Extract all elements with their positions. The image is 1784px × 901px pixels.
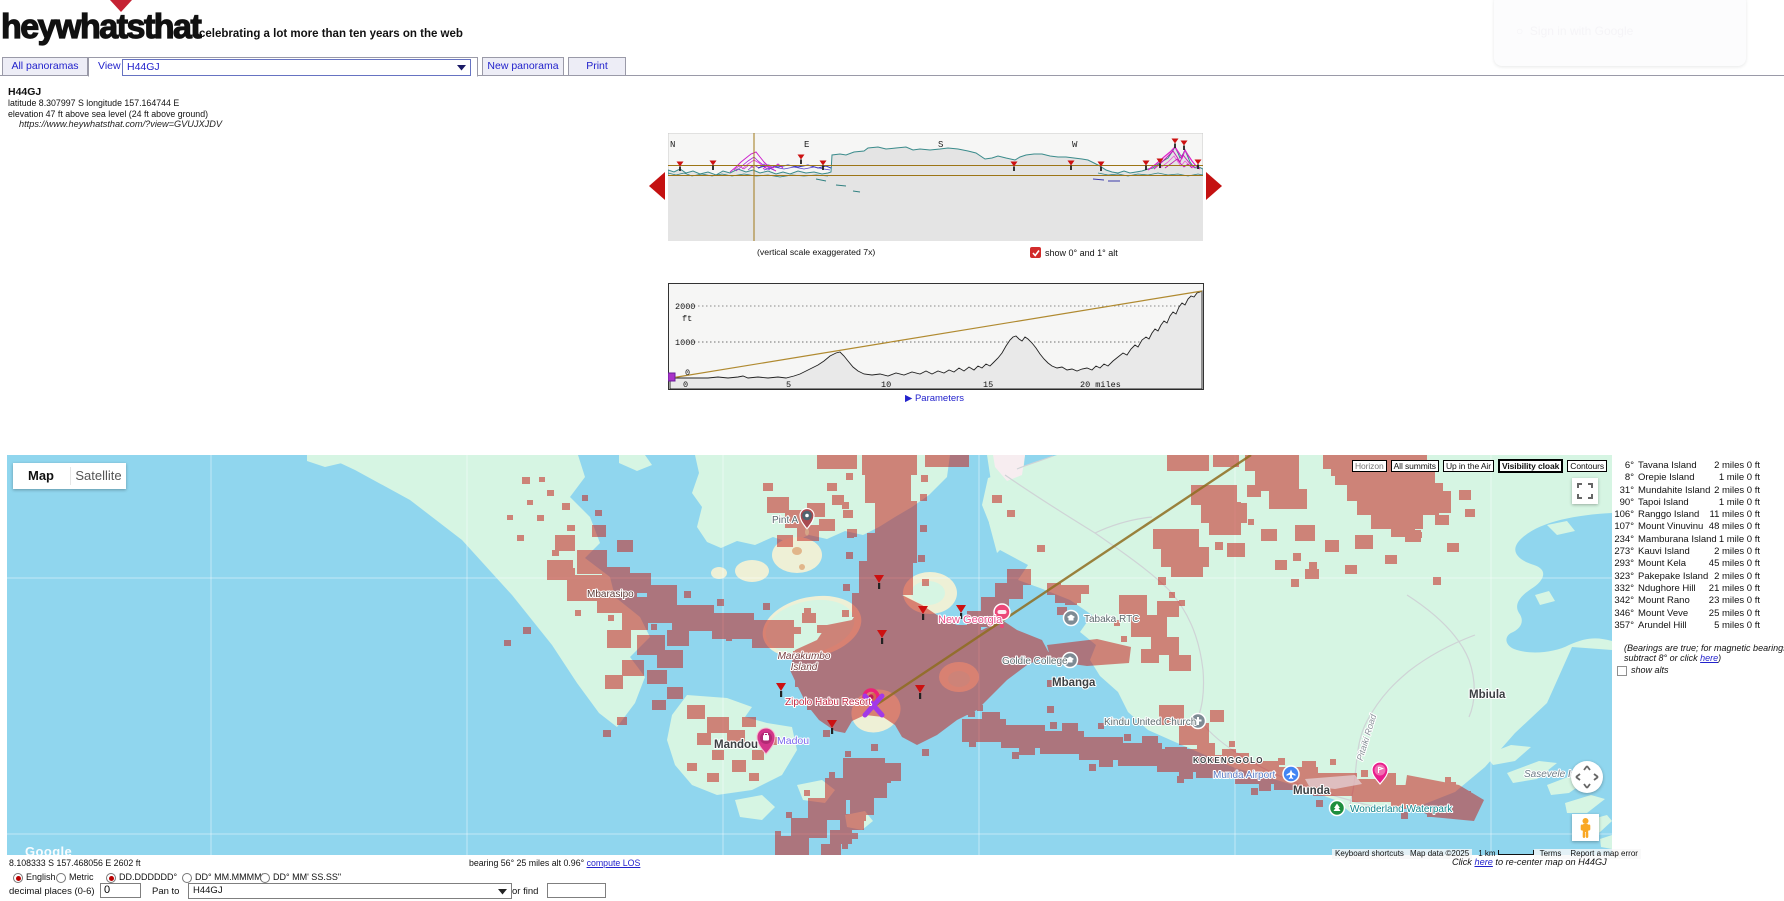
svg-text:20 miles: 20 miles: [1080, 380, 1121, 390]
svg-text:ft: ft: [682, 314, 692, 324]
svg-text:Mbanga: Mbanga: [1052, 677, 1096, 689]
svg-text:S: S: [938, 140, 943, 150]
svg-text:New Georgia: New Georgia: [938, 614, 1003, 626]
svg-text:KOKENGGOLO: KOKENGGOLO: [1193, 756, 1264, 765]
svg-text:Munda: Munda: [1293, 785, 1331, 797]
svg-text:1000: 1000: [675, 338, 695, 348]
svg-text:2000: 2000: [675, 302, 695, 312]
svg-text:Wonderland Waterpark: Wonderland Waterpark: [1350, 804, 1453, 815]
svg-text:10: 10: [881, 380, 891, 390]
svg-text:5: 5: [786, 380, 791, 390]
svg-text:Madou: Madou: [777, 735, 809, 747]
svg-text:Tabaka RTC: Tabaka RTC: [1084, 614, 1139, 625]
svg-text:W: W: [1072, 140, 1078, 150]
svg-text:N: N: [670, 140, 675, 150]
svg-text:Kindu United Church: Kindu United Church: [1104, 717, 1196, 728]
svg-text:Marakumbo: Marakumbo: [778, 651, 831, 662]
svg-text:Pint A: Pint A: [772, 515, 798, 526]
svg-text:0: 0: [685, 368, 690, 378]
svg-text:Mandou: Mandou: [714, 739, 758, 751]
svg-text:Island: Island: [791, 662, 818, 673]
svg-text:Goldie College: Goldie College: [1002, 656, 1068, 667]
svg-text:15: 15: [983, 380, 993, 390]
svg-text:Munda Airport: Munda Airport: [1213, 770, 1275, 781]
svg-text:Mbiula: Mbiula: [1469, 689, 1506, 701]
svg-text:E: E: [804, 140, 809, 150]
svg-text:Zipolo Habu Resort: Zipolo Habu Resort: [785, 697, 871, 708]
svg-text:0: 0: [683, 380, 688, 390]
svg-text:Mbarasipo: Mbarasipo: [587, 589, 634, 600]
svg-text:Sasevele Isl: Sasevele Isl: [1524, 769, 1579, 780]
